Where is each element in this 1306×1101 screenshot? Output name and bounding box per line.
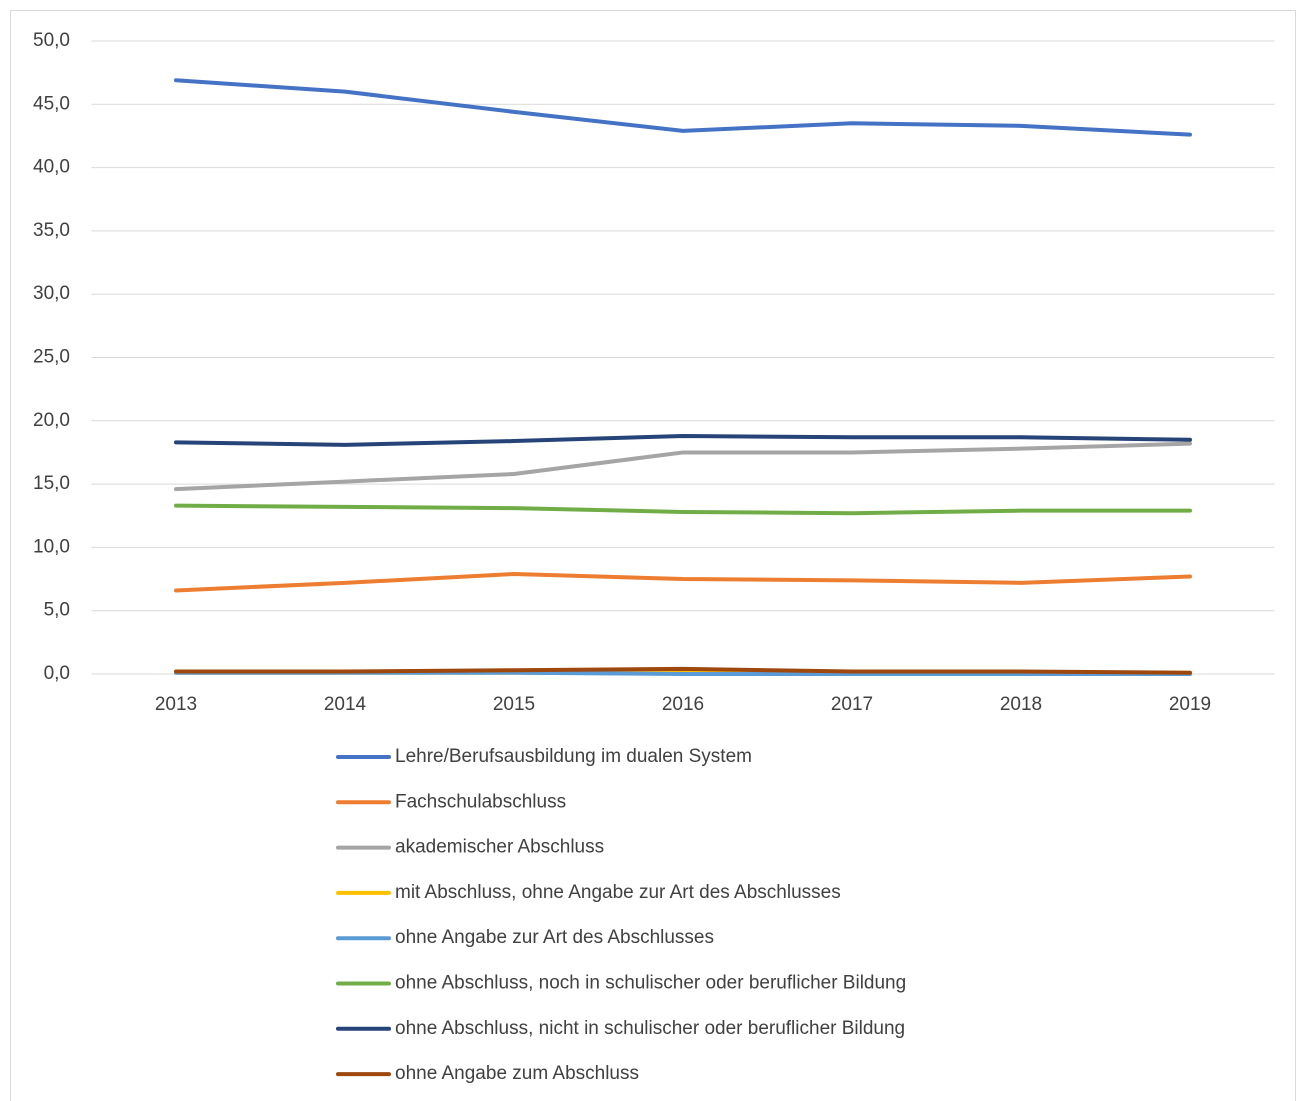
- series-line: [174, 571, 1192, 593]
- x-tick-label: 2018: [1000, 694, 1042, 715]
- legend-label: ohne Abschluss, noch in schulischer oder…: [395, 973, 906, 994]
- legend-label: ohne Angabe zum Abschluss: [395, 1063, 639, 1084]
- legend-label: Fachschulabschluss: [395, 791, 566, 812]
- x-tick-label: 2019: [1169, 694, 1211, 715]
- legend-label: ohne Abschluss, nicht in schulischer ode…: [395, 1018, 905, 1039]
- y-tick-label: 20,0: [33, 410, 70, 431]
- y-tick-label: 50,0: [33, 30, 70, 51]
- series-line: [174, 503, 1192, 516]
- legend-label: ohne Angabe zur Art des Abschlusses: [395, 927, 714, 948]
- y-tick-label: 5,0: [44, 600, 70, 621]
- x-tick-label: 2014: [324, 694, 367, 715]
- y-tick-label: 10,0: [33, 536, 70, 557]
- y-tick-label: 15,0: [33, 473, 70, 494]
- x-tick-label: 2013: [155, 694, 197, 715]
- chart-border: [10, 10, 1296, 1101]
- legend-label: Lehre/Berufsausbildung im dualen System: [395, 746, 752, 767]
- series-line: [174, 78, 1192, 137]
- x-tick-label: 2017: [831, 694, 873, 715]
- y-tick-label: 30,0: [33, 283, 70, 304]
- series-line: [174, 666, 1192, 675]
- y-tick-label: 40,0: [33, 157, 70, 178]
- y-tick-label: 0,0: [44, 663, 70, 684]
- x-tick-label: 2016: [662, 694, 704, 715]
- series-line: [174, 441, 1192, 492]
- series-line: [174, 433, 1192, 447]
- y-tick-label: 35,0: [33, 220, 70, 241]
- y-tick-label: 25,0: [33, 347, 70, 368]
- y-tick-label: 45,0: [33, 93, 70, 114]
- x-tick-label: 2015: [493, 694, 535, 715]
- legend-label: akademischer Abschluss: [395, 837, 604, 858]
- legend-label: mit Abschluss, ohne Angabe zur Art des A…: [395, 882, 841, 903]
